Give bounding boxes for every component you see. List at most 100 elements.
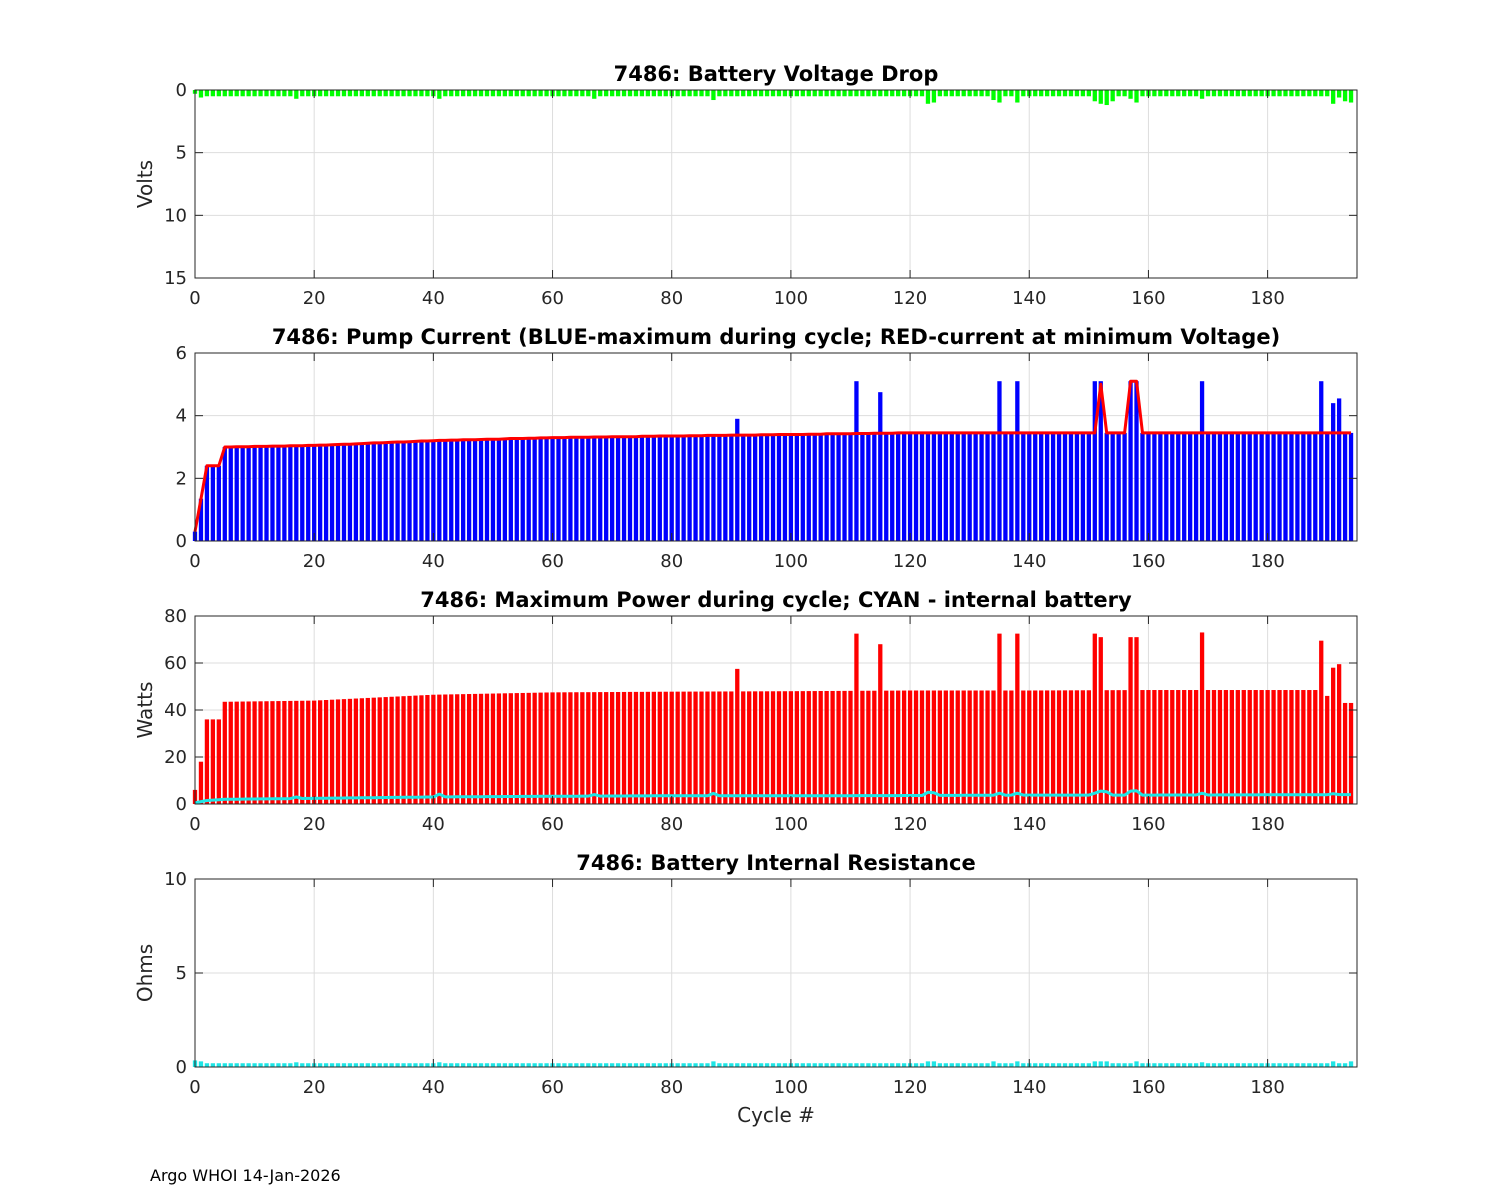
- bar-cycle-141: [1033, 432, 1038, 541]
- bar-cycle-51: [496, 439, 502, 541]
- bar-cycle-109: [842, 690, 847, 804]
- chart-panel-4: 0 20 40 60 80 100 120 140 160 180 0 5 10 7486: Batter…: [133, 851, 1358, 1127]
- bar-cycle-194: [1348, 702, 1354, 804]
- bar-cycle-158: [1134, 1061, 1139, 1067]
- bar-cycle-18: [300, 1063, 305, 1067]
- bar-cycle-155: [1116, 1063, 1121, 1067]
- bar-cycle-163: [1164, 690, 1169, 804]
- bar-cycle-126: [943, 690, 948, 804]
- bar-cycle-10: [252, 90, 257, 97]
- bar-cycle-143: [1044, 1063, 1050, 1067]
- bar-cycle-28: [359, 443, 364, 541]
- bar-cycle-154: [1110, 90, 1115, 102]
- bar-cycle-150: [1086, 90, 1091, 97]
- bar-cycle-29: [365, 697, 370, 804]
- bar-cycle-173: [1223, 690, 1229, 804]
- series-line-2: [194, 789, 1351, 805]
- bar-cycle-136: [1003, 690, 1008, 804]
- bar-cycle-69: [604, 692, 609, 804]
- bar-cycle-28: [359, 1063, 364, 1067]
- bar-cycle-152: [1098, 637, 1103, 804]
- bar-cycle-171: [1211, 90, 1217, 97]
- bar-cycle-19: [306, 1063, 311, 1067]
- bar-cycle-157: [1128, 90, 1133, 99]
- chart-panel-2: 0 20 40 60 80 100 120 140 160 180 0 2 4 6 7486: Pump C…: [176, 325, 1358, 572]
- bar-cycle-105: [818, 1063, 823, 1067]
- bar-cycle-50: [490, 693, 496, 804]
- bar-cycle-81: [675, 90, 680, 97]
- bar-cycle-186: [1301, 90, 1306, 97]
- bar-cycle-36: [407, 695, 412, 804]
- bar-cycle-45: [461, 439, 466, 541]
- bar-cycle-152: [1098, 381, 1103, 541]
- bar-cycle-182: [1277, 432, 1282, 541]
- bar-cycle-42: [443, 440, 448, 541]
- bar-cycle-80: [669, 436, 674, 541]
- bar-cycle-139: [1021, 90, 1026, 97]
- bar-cycle-134: [991, 1061, 996, 1067]
- bar-cycle-29: [365, 443, 370, 541]
- bar-cycle-86: [705, 90, 710, 97]
- bar-cycle-148: [1074, 90, 1080, 97]
- bar-cycle-106: [824, 1063, 829, 1067]
- bar-cycle-139: [1021, 1063, 1026, 1067]
- bar-cycle-193: [1342, 90, 1348, 102]
- bar-cycle-112: [860, 433, 865, 541]
- bar-cycle-57: [532, 692, 537, 804]
- bar-cycle-162: [1158, 90, 1163, 97]
- bar-cycle-90: [729, 90, 734, 97]
- bar-cycle-109: [842, 1063, 847, 1067]
- bar-cycle-173: [1223, 432, 1229, 541]
- bar-cycle-143: [1044, 690, 1050, 804]
- bar-cycle-22: [323, 445, 329, 541]
- plot-area: [195, 353, 1357, 541]
- bar-cycle-58: [538, 692, 543, 804]
- bar-cycle-7: [234, 446, 239, 541]
- bar-cycle-174: [1229, 690, 1235, 804]
- bar-cycle-184: [1289, 1063, 1294, 1067]
- bar-cycle-98: [776, 691, 782, 804]
- bar-cycle-171: [1211, 1063, 1217, 1067]
- bar-cycle-30: [371, 90, 376, 97]
- bar-cycle-16: [288, 700, 293, 804]
- chart-title: 7486: Pump Current (BLUE-maximum during …: [272, 325, 1280, 349]
- bar-cycle-115: [878, 644, 883, 804]
- chart-title: 7486: Battery Internal Resistance: [576, 851, 976, 875]
- bar-cycle-124: [931, 432, 937, 541]
- bar-cycle-50: [490, 439, 496, 541]
- y-tick-label: 10: [164, 205, 187, 226]
- bar-cycle-130: [967, 1063, 972, 1067]
- bar-cycle-67: [592, 436, 597, 541]
- bar-cycle-50: [490, 1063, 496, 1067]
- bar-cycle-129: [961, 432, 966, 541]
- bar-cycle-39: [425, 90, 430, 97]
- bar-cycle-178: [1253, 1063, 1258, 1067]
- bar-cycle-100: [788, 434, 794, 541]
- bar-cycle-43: [449, 1063, 454, 1067]
- bar-cycle-125: [937, 1063, 943, 1067]
- bar-cycle-104: [812, 90, 817, 97]
- bar-cycle-136: [1003, 1063, 1008, 1067]
- bar-cycle-116: [884, 90, 889, 97]
- bar-cycle-24: [335, 444, 341, 541]
- chart-title: 7486: Maximum Power during cycle; CYAN -…: [420, 588, 1132, 612]
- bar-cycle-179: [1259, 690, 1264, 804]
- bar-cycle-41: [437, 90, 442, 99]
- bar-cycle-90: [729, 1063, 734, 1067]
- bar-cycle-140: [1027, 690, 1032, 804]
- bar-cycle-109: [842, 90, 847, 97]
- x-tick-label: 160: [1131, 288, 1165, 309]
- bar-cycle-179: [1259, 1063, 1264, 1067]
- x-tick-label: 80: [660, 814, 683, 835]
- bar-cycle-72: [621, 90, 627, 97]
- bar-cycle-133: [985, 90, 990, 97]
- bar-cycle-141: [1033, 90, 1038, 97]
- bar-cycle-61: [556, 692, 561, 804]
- bar-cycle-185: [1295, 90, 1300, 97]
- bar-cycle-73: [627, 1063, 633, 1067]
- bar-cycle-137: [1009, 432, 1014, 541]
- bar-cycle-128: [955, 690, 960, 804]
- bar-cycle-53: [508, 438, 513, 541]
- bar-cycle-7: [234, 1063, 239, 1067]
- bar-cycle-90: [729, 435, 734, 541]
